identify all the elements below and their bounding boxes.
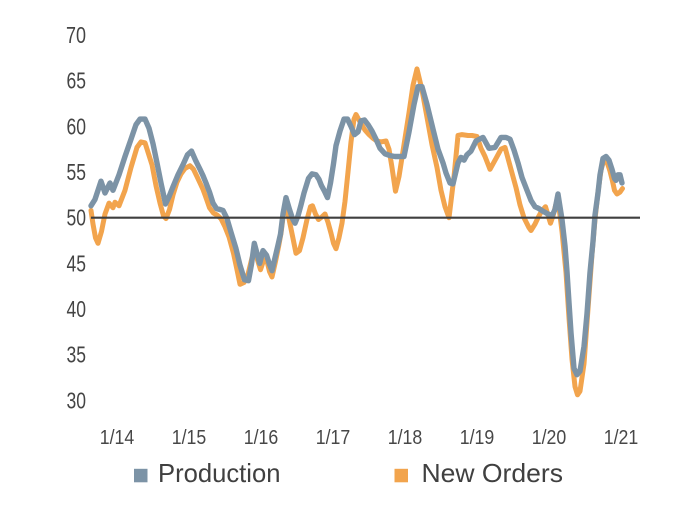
svg-text:1/19: 1/19 [460, 427, 495, 449]
svg-text:45: 45 [67, 250, 87, 276]
svg-text:30: 30 [67, 387, 87, 413]
svg-text:Production: Production [158, 458, 281, 488]
svg-text:1/14: 1/14 [100, 427, 135, 449]
svg-text:55: 55 [67, 159, 87, 185]
svg-text:New Orders: New Orders [422, 458, 564, 488]
svg-text:1/20: 1/20 [532, 427, 567, 449]
svg-text:40: 40 [67, 296, 87, 322]
svg-text:35: 35 [67, 342, 87, 368]
svg-text:1/18: 1/18 [388, 427, 423, 449]
svg-text:1/15: 1/15 [172, 427, 207, 449]
svg-text:60: 60 [67, 113, 87, 139]
svg-text:65: 65 [67, 68, 87, 94]
svg-text:70: 70 [66, 22, 86, 48]
svg-text:1/16: 1/16 [244, 427, 279, 449]
svg-text:1/21: 1/21 [604, 427, 639, 449]
svg-text:1/17: 1/17 [316, 427, 351, 449]
svg-text:50: 50 [67, 205, 87, 231]
